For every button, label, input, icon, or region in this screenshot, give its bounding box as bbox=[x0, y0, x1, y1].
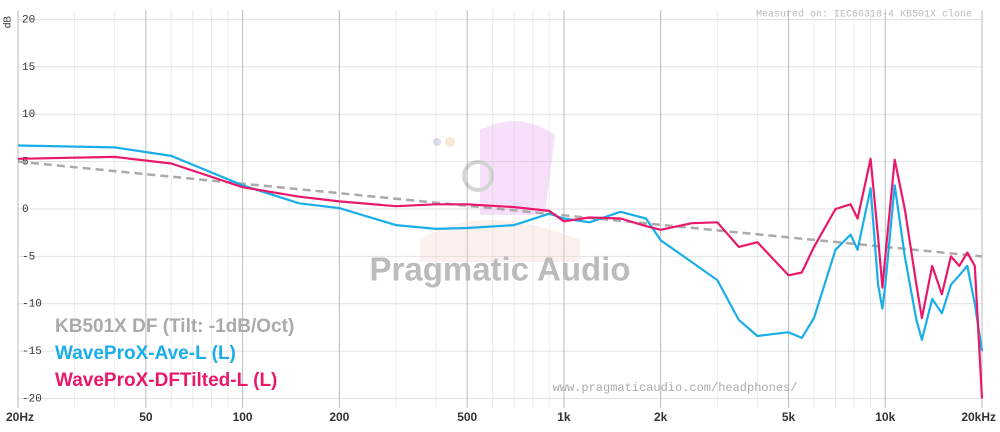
y-axis-label: dB bbox=[3, 16, 14, 29]
y-tick-label: 20 bbox=[22, 14, 35, 26]
note: Measured on: IEC60318-4 KB501X clone bbox=[756, 9, 972, 21]
x-tick-label: 200 bbox=[329, 410, 349, 424]
grid bbox=[17, 10, 983, 408]
x-tick-label: 2k bbox=[654, 410, 668, 424]
y-tick-label: -15 bbox=[22, 346, 42, 358]
y-tick-label: -5 bbox=[22, 251, 35, 263]
x-tick-label: 20kHz bbox=[961, 410, 996, 424]
y-tick-label: -10 bbox=[22, 299, 42, 311]
x-tick-label: 10k bbox=[875, 410, 895, 424]
x-tick-label: 20Hz bbox=[6, 410, 34, 424]
x-tick-label: 500 bbox=[457, 410, 477, 424]
x-tick-label: 1k bbox=[557, 410, 571, 424]
x-tick-label: 5k bbox=[782, 410, 796, 424]
series-line bbox=[17, 160, 983, 258]
legend-entry: WaveProX-Ave-L (L) bbox=[55, 343, 236, 364]
watermark: Pragmatic Audio bbox=[370, 251, 631, 288]
x-tick-label: 100 bbox=[233, 410, 253, 424]
legend-entry: KB501X DF (Tilt: -1dB/Oct) bbox=[55, 316, 294, 337]
series-line bbox=[17, 155, 984, 399]
y-tick-label: 10 bbox=[22, 109, 35, 121]
y-tick-label: 15 bbox=[22, 62, 35, 74]
x-tick-label: 50 bbox=[139, 410, 153, 424]
y-tick-label: 0 bbox=[22, 204, 29, 216]
y-tick-label: -20 bbox=[22, 393, 42, 405]
url: www.pragmaticaudio.com/headphones/ bbox=[553, 381, 798, 395]
series-line bbox=[17, 144, 984, 352]
watermark-logo bbox=[420, 121, 580, 262]
legend-entry: WaveProX-DFTilted-L (L) bbox=[55, 370, 277, 391]
